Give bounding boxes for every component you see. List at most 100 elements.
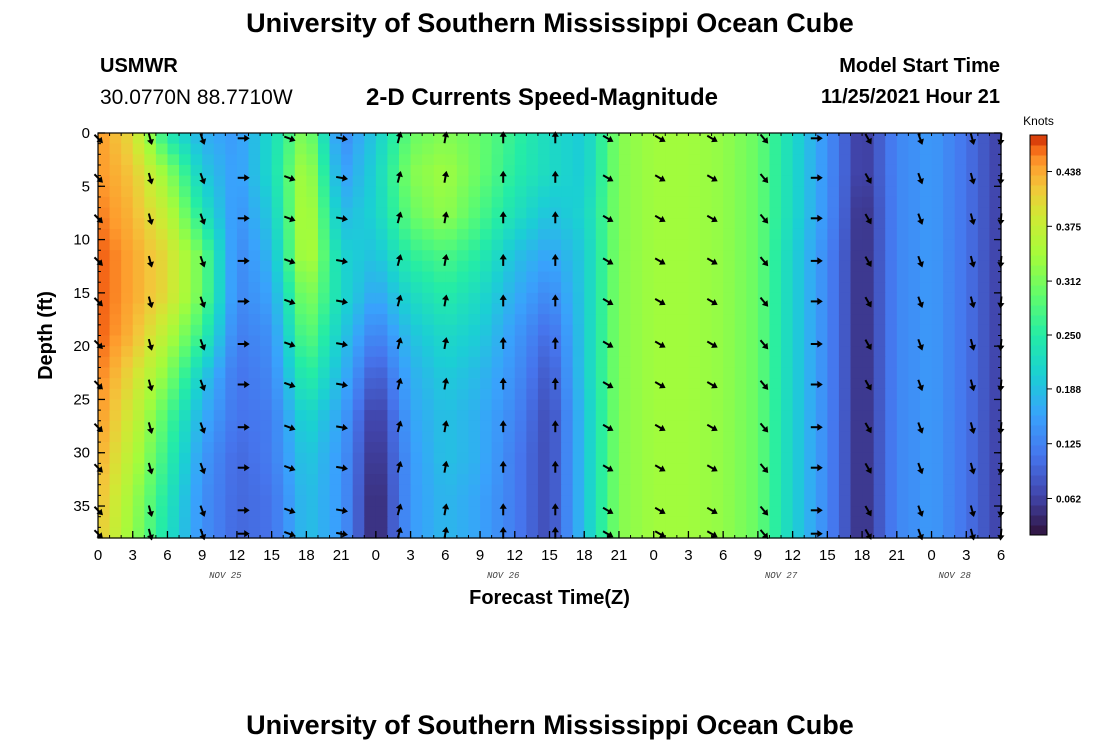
heatmap-cell [896,356,909,369]
heatmap-cell [595,474,608,486]
heatmap-cell [352,463,365,475]
heatmap-cell [283,282,296,294]
heatmap-cell [769,196,782,209]
heatmap-cell [306,335,319,347]
current-arrow [969,213,976,226]
heatmap-cell [977,388,991,401]
heatmap-cell [422,463,435,475]
heatmap-cell [433,239,446,251]
heatmap-cell [862,474,875,486]
x-tick-label: 9 [754,547,762,564]
current-arrow-head [817,506,823,514]
heatmap-cell [561,133,574,145]
heatmap-cell [711,463,724,475]
heatmap-cell [676,207,690,219]
heatmap-cell [109,143,122,155]
heatmap-cell [781,399,794,411]
heatmap-cell [341,143,354,155]
heatmap-cell [700,346,713,358]
heatmap-cell [109,420,122,433]
heatmap-cell [804,484,817,496]
heatmap-cell [931,527,944,539]
heatmap-cell [480,292,493,305]
current-arrow-head [395,337,403,344]
heatmap-cell [341,399,354,411]
heatmap-cell [688,143,701,155]
heatmap-cell [514,442,527,454]
heatmap-cell [468,484,481,496]
current-arrow-head [244,380,250,389]
heatmap-cell [781,133,794,145]
heatmap-cell [746,196,759,209]
heatmap-cell [723,260,736,273]
heatmap-cell [908,186,921,198]
heatmap-cell [607,335,620,347]
heatmap-cell [537,314,551,326]
heatmap-cell [132,292,145,305]
heatmap-cell [225,228,238,241]
current-arrow-head [341,530,348,538]
heatmap-cell [804,431,817,443]
heatmap-cell [491,218,504,230]
heatmap-cell [503,527,516,539]
heatmap-cell [642,442,655,454]
heatmap-cell [943,442,956,454]
heatmap-cell [815,228,828,241]
heatmap-cell [271,420,284,433]
heatmap-cell [630,516,643,528]
heatmap-cell [943,346,956,358]
heatmap-cell [769,495,782,507]
heatmap-cell [827,420,840,433]
heatmap-cell [723,282,736,294]
heatmap-cell [491,239,504,251]
heatmap-cell [109,527,122,539]
heatmap-cell [352,516,365,528]
current-arrow-head [499,526,507,533]
heatmap-cell [167,484,180,496]
heatmap-cell [132,452,145,464]
current-arrow [602,381,614,389]
current-arrow [199,338,207,351]
heatmap-cell [908,356,921,369]
current-arrow-head [551,420,559,426]
heatmap-cell [966,207,979,219]
heatmap-cell [352,175,365,187]
current-arrow-head [289,258,296,265]
heatmap-cell [109,335,122,347]
heatmap-cell [399,228,412,241]
heatmap-cell [723,516,736,528]
heatmap-cell [306,282,319,294]
heatmap-cell [433,186,446,198]
heatmap-cell [260,218,273,230]
heatmap-cell [549,164,562,177]
heatmap-cell [294,527,307,539]
heatmap-cell [514,399,527,411]
heatmap-cell [885,303,898,315]
heatmap-cell [642,378,655,390]
heatmap-cell [341,239,354,251]
current-arrow [147,255,154,268]
heatmap-cell [387,175,400,187]
heatmap-cell [757,335,771,347]
heatmap-cell [144,143,157,155]
heatmap-cell [364,303,377,315]
current-arrow [499,377,507,390]
heatmap-cell [445,260,458,273]
x-tick-label: 21 [888,547,905,564]
heatmap-cell [375,463,389,475]
heatmap-cell [688,442,701,454]
heatmap-cell [908,420,921,433]
heatmap-cell [977,346,991,358]
heatmap-cell [260,324,273,337]
current-arrow-head [969,468,976,475]
heatmap-cell [456,516,470,528]
heatmap-cell [989,239,1002,251]
heatmap-cell [167,356,180,369]
heatmap-cell [132,399,145,411]
current-arrow [864,379,872,391]
heatmap-cell [781,420,794,433]
heatmap-cell [723,378,736,390]
current-arrow [147,422,154,434]
heatmap-cell [989,495,1002,507]
heatmap-cell [399,474,412,486]
